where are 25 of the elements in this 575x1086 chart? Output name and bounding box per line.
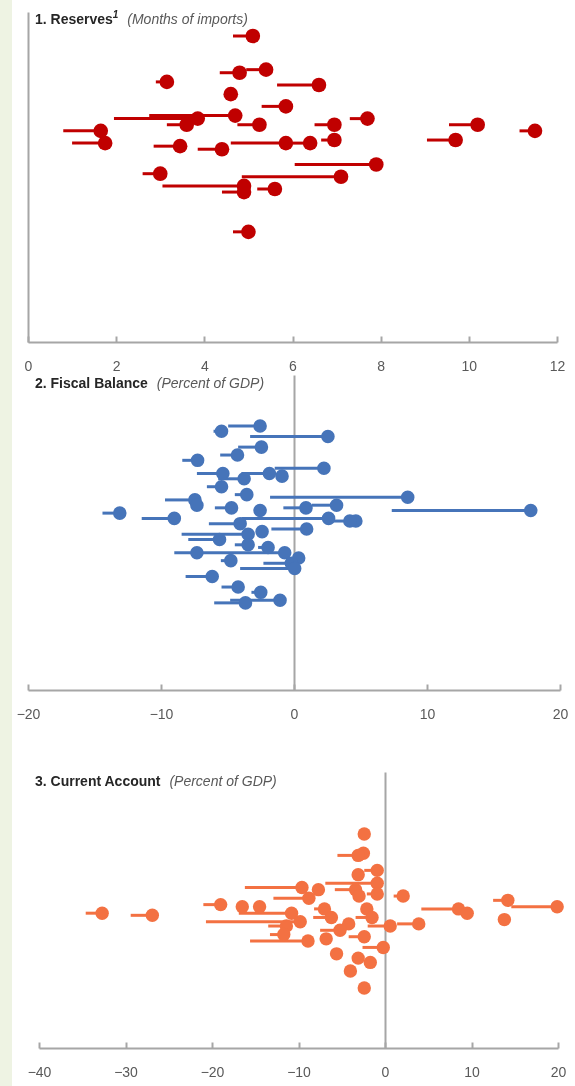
x-tick-label: −10 xyxy=(287,1063,312,1080)
chart-subtitle: (Percent of GDP) xyxy=(156,375,265,391)
x-tick-label: −20 xyxy=(200,1063,225,1080)
x-tick-label: 10 xyxy=(419,705,436,722)
chart-title: 2. Fiscal Balance xyxy=(35,375,148,391)
x-tick-label: 4 xyxy=(200,357,209,374)
x-tick-label: 0 xyxy=(24,357,33,374)
chart-title: 1. Reserves$^{1}$ xyxy=(35,9,119,27)
x-tick-label: −40 xyxy=(27,1063,52,1080)
x-tick-label: 2 xyxy=(112,357,121,374)
x-tick-label: 20 xyxy=(550,1063,567,1080)
chart-title: 3. Current Account xyxy=(35,773,161,789)
x-tick-label: 0 xyxy=(290,705,299,722)
x-tick-label: 12 xyxy=(549,357,566,374)
x-tick-label: 20 xyxy=(552,705,569,722)
x-tick-label: −30 xyxy=(114,1063,139,1080)
x-tick-label: 10 xyxy=(464,1063,480,1080)
chart-subtitle: (Percent of GDP) xyxy=(169,773,277,789)
x-tick-label: −20 xyxy=(16,705,41,722)
x-tick-label: 6 xyxy=(289,357,298,374)
x-tick-label: 10 xyxy=(461,357,478,374)
chart-subtitle: (Months of imports) xyxy=(127,10,248,27)
x-tick-label: 0 xyxy=(381,1063,390,1080)
x-tick-label: −10 xyxy=(149,705,174,722)
x-tick-label: 8 xyxy=(377,357,386,374)
